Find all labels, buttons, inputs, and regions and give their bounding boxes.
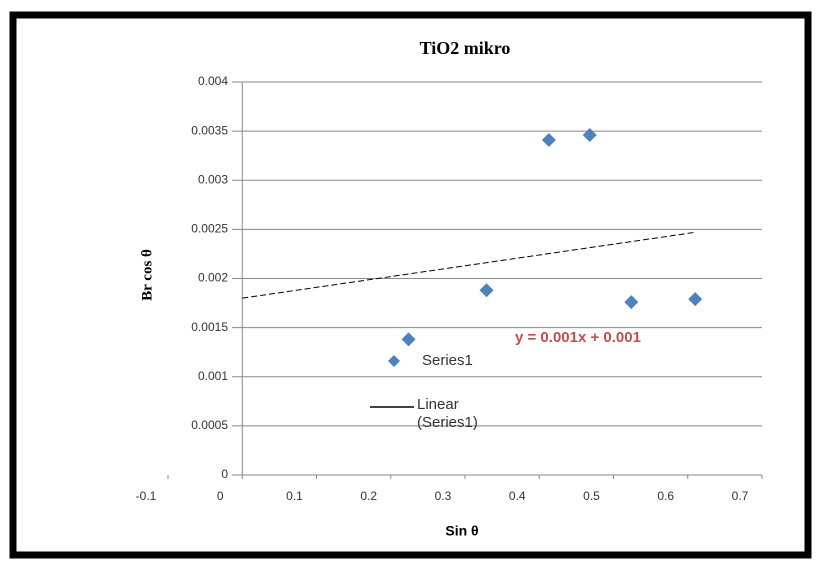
x-tick-label: 0.5 — [583, 489, 600, 503]
y-tick-label: 0.0035 — [191, 123, 228, 137]
data-point — [582, 128, 597, 143]
y-tick-label: 0.004 — [198, 74, 228, 88]
y-axis-title: Br cos θ — [139, 249, 155, 301]
y-tick-label: 0 — [221, 467, 228, 481]
x-tick-label: 0.2 — [360, 489, 377, 503]
y-tick-label: 0.002 — [198, 271, 228, 285]
trendline — [242, 231, 696, 299]
y-tick-label: 0.0005 — [191, 418, 228, 432]
x-tick-label: 0.6 — [657, 489, 674, 503]
chart-title: TiO2 mikro — [420, 38, 511, 58]
x-tick-label: 0.4 — [509, 489, 526, 503]
data-point — [624, 295, 639, 310]
legend-marker — [388, 355, 400, 367]
legend-label: Linear (Series1) — [417, 396, 478, 431]
y-tick-label: 0.0025 — [191, 222, 228, 236]
trendline-equation: y = 0.001x + 0.001 — [515, 329, 641, 346]
x-tick-label: 0.7 — [732, 489, 749, 503]
y-tick-label: 0.001 — [198, 369, 228, 383]
y-tick-label: 0.003 — [198, 172, 228, 186]
x-tick-label: 0 — [217, 489, 224, 503]
y-tick-label: 0.0015 — [191, 320, 228, 334]
data-point — [688, 292, 703, 307]
data-point — [401, 332, 416, 347]
legend-wrap: Linear (Series1) — [417, 396, 478, 431]
legend-label: Series1 — [422, 352, 473, 369]
frame — [9, 11, 812, 559]
x-tick-label: 0.3 — [435, 489, 452, 503]
data-point — [479, 283, 494, 298]
x-tick-label: 0.1 — [286, 489, 303, 503]
x-axis-title: Sin θ — [445, 523, 478, 539]
x-tick-label: -0.1 — [136, 489, 157, 503]
data-point — [541, 132, 556, 147]
